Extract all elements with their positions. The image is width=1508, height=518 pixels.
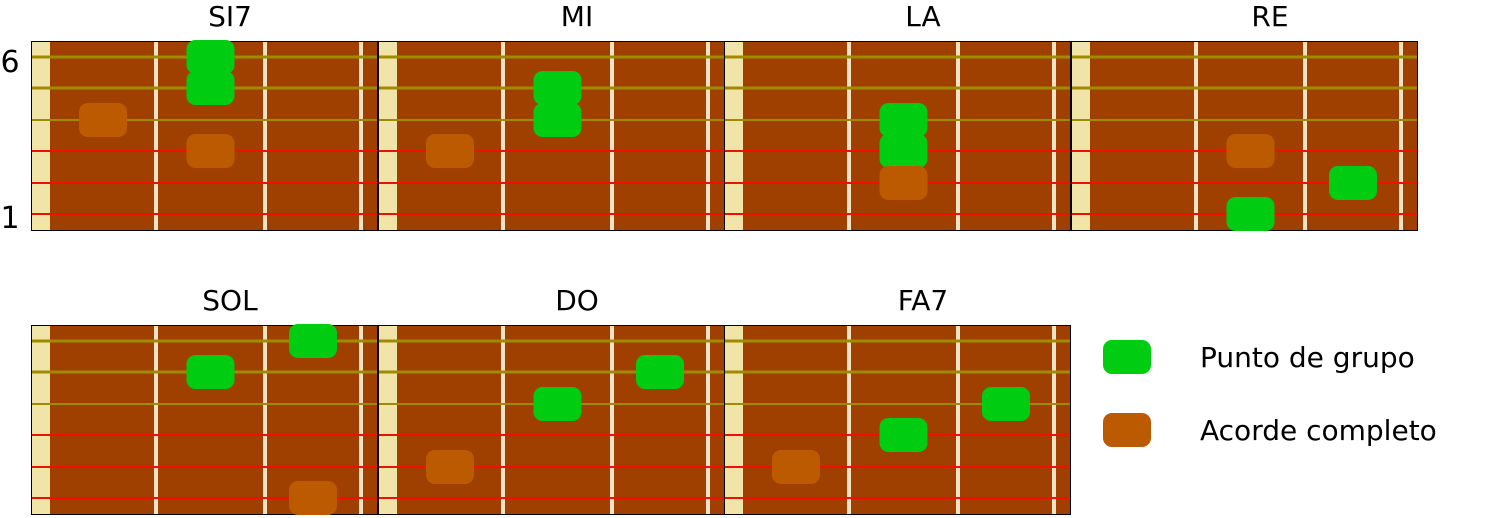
full-chord-dot (186, 134, 235, 168)
chord-name: SI7 (208, 0, 252, 33)
fret-2 (956, 41, 960, 231)
chord-board-fa7: FA7 (724, 284, 1071, 515)
fret-2 (956, 325, 960, 515)
group-dot (533, 71, 582, 105)
fret-3 (359, 41, 363, 231)
chord-board-si7: SI7 (31, 0, 378, 231)
chord-board-la: LA (724, 0, 1071, 231)
group-dot (533, 103, 582, 137)
chord-name: RE (1251, 0, 1288, 33)
nut (31, 325, 50, 515)
fret-3 (706, 325, 710, 515)
fret-2 (263, 325, 267, 515)
fret-1 (154, 325, 158, 515)
fret-1 (1194, 41, 1198, 231)
fret-2 (1303, 41, 1307, 231)
group-dot (289, 324, 337, 358)
group-dot (186, 355, 235, 389)
full-chord-dot (879, 166, 928, 200)
string-label-bottom: 1 (0, 201, 19, 236)
group-dot (186, 40, 235, 74)
group-dot (1329, 166, 1377, 200)
string-label-top: 6 (0, 45, 19, 80)
fret-1 (154, 41, 158, 231)
board-border (31, 325, 378, 515)
chord-name: SOL (202, 284, 258, 317)
chord-board-do: DO (378, 284, 725, 515)
chord-name: DO (555, 284, 599, 317)
board-border (724, 325, 1071, 515)
legend-label: Punto de grupo (1200, 341, 1415, 374)
fret-1 (501, 325, 505, 515)
nut (724, 41, 743, 231)
chord-board-mi: MI (378, 0, 725, 231)
group-dot (879, 134, 928, 168)
fret-1 (847, 325, 851, 515)
fret-1 (501, 41, 505, 231)
board-border (724, 41, 1071, 231)
chord-board-sol: SOL (31, 284, 378, 515)
group-dot (636, 355, 684, 389)
group-dot (533, 387, 582, 421)
legend-swatch (1103, 340, 1151, 374)
group-dot (186, 71, 235, 105)
nut (31, 41, 50, 231)
legend-label: Acorde completo (1200, 414, 1437, 447)
fret-3 (1052, 325, 1056, 515)
full-chord-dot (1226, 134, 1275, 168)
fret-3 (1052, 41, 1056, 231)
fret-2 (610, 41, 614, 231)
full-chord-dot (79, 103, 127, 137)
full-chord-dot (426, 450, 474, 484)
full-chord-dot (289, 481, 337, 515)
full-chord-dot (772, 450, 820, 484)
fret-3 (1399, 41, 1403, 231)
group-dot (879, 103, 928, 137)
legend-item-group: Punto de grupo (1103, 340, 1415, 374)
group-dot (879, 418, 928, 452)
fret-1 (847, 41, 851, 231)
legend-swatch (1103, 413, 1151, 447)
chord-name: MI (561, 0, 593, 33)
fret-3 (706, 41, 710, 231)
chord-name: FA7 (898, 284, 949, 317)
group-dot (1226, 197, 1275, 231)
legend: Punto de grupo Acorde completo (1103, 340, 1437, 447)
chord-board-re: RE (1071, 0, 1418, 231)
group-dot (982, 387, 1030, 421)
fret-2 (263, 41, 267, 231)
legend-item-full: Acorde completo (1103, 413, 1437, 447)
nut (724, 325, 743, 515)
full-chord-dot (426, 134, 474, 168)
chord-name: LA (905, 0, 940, 33)
nut (1071, 41, 1090, 231)
nut (378, 41, 397, 231)
fret-2 (610, 325, 614, 515)
nut (378, 325, 397, 515)
fret-3 (359, 325, 363, 515)
